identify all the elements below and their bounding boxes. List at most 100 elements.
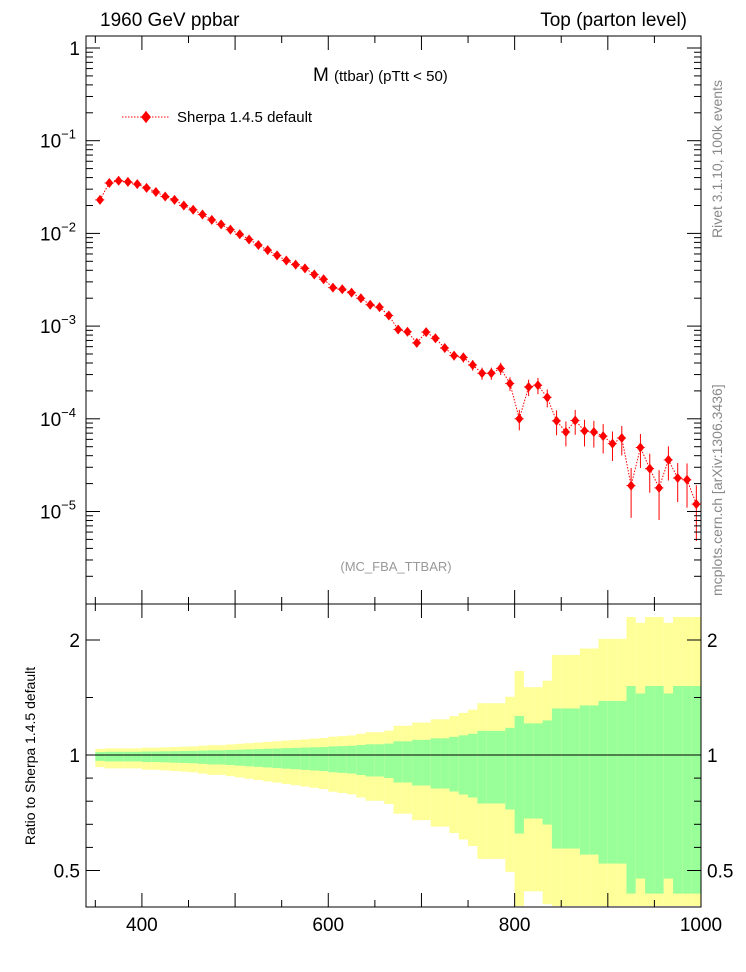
data-point (254, 239, 263, 250)
stat-uncertainty-band (300, 747, 310, 770)
stat-uncertainty-band (635, 693, 646, 879)
stat-uncertainty-band (318, 746, 329, 772)
data-point (394, 324, 403, 335)
stat-uncertainty-band (589, 705, 599, 855)
data-point (561, 427, 570, 438)
plot-title-sub: (ttbar) (pTtt < 50) (334, 68, 448, 85)
stat-uncertainty-band (337, 746, 347, 773)
data-point (645, 463, 654, 474)
stat-uncertainty-band (691, 686, 701, 894)
data-point (664, 454, 673, 465)
stat-uncertainty-band (496, 730, 506, 804)
stat-uncertainty-band (179, 751, 189, 763)
ratio-panel: 400 600 800 1000 0.5 0.5 1 1 2 2 Ratio to Sherpa … (22, 603, 733, 936)
stat-uncertainty-band (384, 743, 394, 778)
data-point (217, 219, 226, 230)
data-point (338, 284, 347, 295)
stat-uncertainty-band (579, 705, 590, 855)
data-point (105, 177, 114, 188)
stat-uncertainty-band (346, 745, 357, 774)
ratio-y-tick-label-right: 2 (707, 631, 718, 652)
stat-uncertainty-band (468, 733, 478, 798)
main-panel: 1 10−1 10−2 10−3 10−4 10−5 M (ttbar) (pTtt < … (40, 35, 702, 605)
stat-uncertainty-band (607, 700, 618, 864)
stat-uncertainty-band (393, 741, 403, 783)
legend-label: Sherpa 1.4.5 default (177, 109, 313, 126)
data-point (114, 175, 123, 186)
data-point (328, 282, 337, 293)
stat-uncertainty-band (160, 751, 170, 763)
stat-uncertainty-band (654, 686, 664, 894)
stat-uncertainty-band (113, 751, 124, 762)
stat-uncertainty-band (132, 751, 142, 762)
data-point (356, 293, 365, 304)
data-point (133, 179, 142, 190)
ratio-y-tick-label: 1 (69, 746, 80, 767)
data-point (533, 380, 542, 391)
data-point (617, 433, 626, 444)
data-point (459, 352, 468, 363)
stat-uncertainty-band (505, 727, 515, 810)
main-y-tick-label: 10−4 (40, 405, 76, 431)
ratio-x-tick-label: 800 (499, 915, 531, 936)
mcplots-label: mcplots.cern.ch [arXiv:1306.3436] (709, 384, 725, 596)
stat-uncertainty-band (356, 745, 366, 775)
stat-uncertainty-band (141, 751, 152, 763)
ratio-ylabel: Ratio to Sherpa 1.4.5 default (22, 667, 38, 845)
ratio-y-tick-label-right: 1 (707, 746, 718, 767)
data-point (282, 255, 291, 266)
stat-uncertainty-band (617, 700, 627, 864)
ratio-y-tick-label-right: 0.5 (707, 862, 733, 883)
stat-uncertainty-band (225, 749, 236, 766)
data-point (95, 194, 104, 205)
stat-uncertainty-band (123, 751, 133, 762)
plot-title-main: M (313, 65, 329, 86)
data-point (636, 442, 645, 453)
stat-uncertainty-band (374, 744, 385, 777)
legend-marker-icon (141, 111, 151, 123)
data-point (319, 274, 328, 285)
analysis-tag: (MC_FBA_TTBAR) (340, 559, 451, 574)
data-point (524, 382, 533, 393)
data-point (580, 425, 589, 436)
stat-uncertainty-band (486, 730, 496, 804)
data-point (683, 474, 692, 485)
ratio-y-tick-label: 2 (69, 631, 80, 652)
main-marks (95, 175, 702, 542)
data-point (375, 302, 384, 313)
stat-uncertainty-band (458, 735, 469, 795)
data-point (366, 299, 375, 310)
data-point (515, 413, 524, 424)
stat-uncertainty-band (570, 708, 580, 849)
ratio-x-tick-label: 600 (312, 915, 344, 936)
stat-uncertainty-band (272, 748, 282, 769)
data-point (478, 368, 487, 379)
stat-uncertainty-band (514, 715, 524, 834)
main-y-tick-label: 10−2 (40, 219, 76, 245)
stat-uncertainty-band (207, 750, 217, 765)
main-y-tick-label: 10−3 (40, 312, 76, 338)
stat-uncertainty-band (673, 686, 683, 894)
stat-uncertainty-band (95, 752, 105, 761)
stat-uncertainty-band (682, 686, 692, 894)
data-point (403, 326, 412, 337)
stat-uncertainty-band (421, 739, 431, 786)
stat-uncertainty-band (328, 746, 338, 773)
ratio-y-tick-label: 0.5 (54, 862, 80, 883)
data-point (273, 250, 282, 261)
stat-uncertainty-band (449, 736, 459, 792)
stat-uncertainty-band (365, 744, 375, 777)
data-point (291, 259, 300, 270)
stat-uncertainty-band (197, 750, 208, 764)
stat-uncertainty-band (151, 751, 161, 763)
data-point (263, 245, 272, 256)
stat-uncertainty-band (626, 686, 636, 894)
data-point (608, 438, 617, 449)
data-point (552, 415, 561, 426)
data-point (543, 392, 552, 403)
data-point (571, 415, 580, 426)
data-point (235, 229, 244, 240)
stat-uncertainty-band (477, 730, 487, 804)
stat-uncertainty-band (430, 738, 441, 789)
